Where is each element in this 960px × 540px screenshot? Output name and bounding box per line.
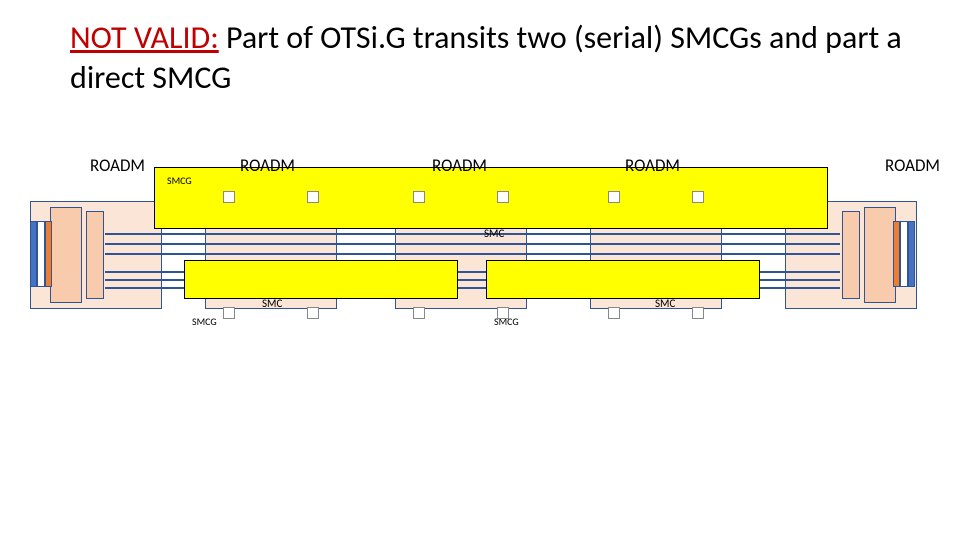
roadm-inner-big	[864, 207, 896, 303]
smc-label: SMC	[655, 297, 675, 310]
roadm-port-stub	[413, 191, 425, 203]
title-notvalid: NOT VALID:	[70, 18, 219, 57]
roadm-port-stub	[692, 191, 704, 203]
smc-label: SMC	[484, 227, 504, 240]
mux-icon	[30, 221, 52, 287]
roadm-port-stub	[413, 307, 425, 319]
roadm-label: ROADM	[625, 155, 680, 176]
roadm-inner-small	[842, 211, 860, 299]
connection-line	[105, 243, 840, 245]
roadm-inner-small	[86, 211, 104, 299]
connection-line	[105, 253, 840, 255]
roadm-label: ROADM	[885, 155, 940, 176]
mux-stripe	[37, 221, 44, 287]
roadm-port-stub	[692, 307, 704, 319]
smc-top-box	[154, 167, 828, 229]
mux-icon	[893, 221, 915, 287]
mux-stripe	[908, 221, 915, 287]
roadm-port-stub	[307, 307, 319, 319]
diagram: SMCGSMCSMCSMCSMCGSMCGROADMROADMROADMROAD…	[0, 155, 960, 355]
roadm-inner-big	[50, 207, 82, 303]
roadm-label: ROADM	[90, 155, 145, 176]
smcg-label: SMCG	[192, 315, 217, 328]
roadm-port-stub	[608, 191, 620, 203]
roadm-port-stub	[497, 191, 509, 203]
mux-stripe	[30, 221, 37, 287]
smcg-label: SMCG	[167, 174, 192, 187]
smc-bottomright-box	[486, 260, 760, 299]
smc-label: SMC	[262, 297, 282, 310]
roadm-port-stub	[497, 307, 509, 319]
smc-bottomleft-box	[184, 260, 458, 299]
roadm-port-stub	[223, 307, 235, 319]
mux-stripe	[893, 221, 900, 287]
mux-stripe	[45, 221, 52, 287]
mux-stripe	[900, 221, 907, 287]
roadm-label: ROADM	[240, 155, 295, 176]
connection-line	[105, 233, 840, 235]
roadm-port-stub	[307, 191, 319, 203]
roadm-label: ROADM	[432, 155, 487, 176]
roadm-port-stub	[223, 191, 235, 203]
roadm-port-stub	[608, 307, 620, 319]
page-title: NOT VALID: Part of OTSi.G transits two (…	[70, 18, 960, 98]
